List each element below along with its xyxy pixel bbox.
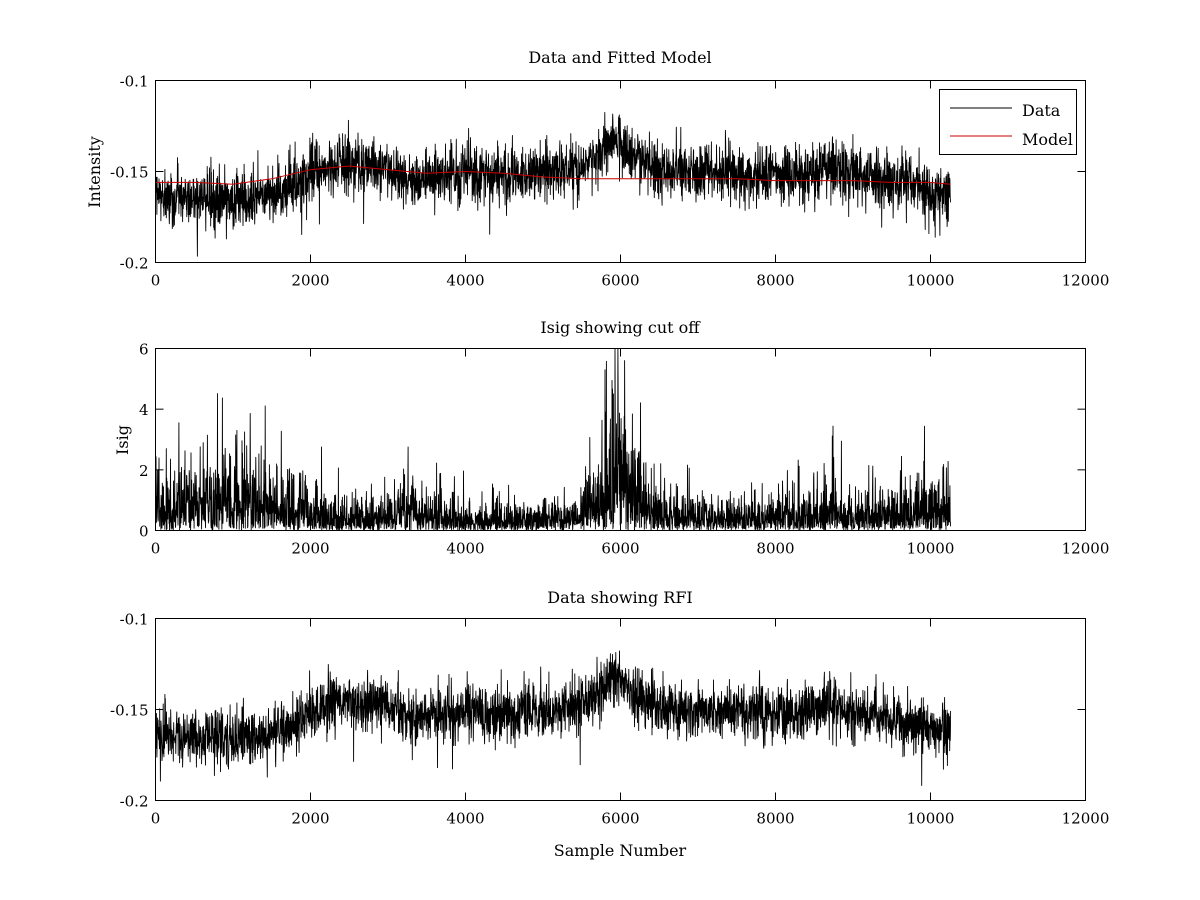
y-tick-label: -0.2 — [120, 255, 149, 273]
x-tick-label: 10000 — [907, 810, 955, 828]
subplot-2-y-ticks: 0 2 4 6 — [139, 341, 1086, 541]
y-tick-label: 2 — [139, 462, 149, 480]
y-tick-label: 4 — [139, 401, 149, 419]
subplot-2-title: Isig showing cut off — [540, 318, 701, 337]
series-model — [155, 165, 951, 185]
subplot-3-xlabel: Sample Number — [554, 841, 687, 860]
x-tick-label: 12000 — [1062, 540, 1110, 558]
x-tick-label: 0 — [151, 540, 161, 558]
x-tick-label: 8000 — [756, 810, 794, 828]
x-tick-label: 2000 — [291, 272, 329, 290]
x-tick-label: 10000 — [907, 540, 955, 558]
y-tick-label: -0.1 — [120, 611, 149, 629]
subplot-1-ylabel: Intensity — [85, 136, 104, 208]
x-tick-label: 6000 — [601, 540, 639, 558]
x-tick-label: 0 — [151, 810, 161, 828]
series-data — [155, 650, 952, 786]
subplot-2-x-ticks: 0 2000 4000 6000 8000 10000 12000 — [151, 348, 1110, 558]
x-tick-label: 4000 — [446, 540, 484, 558]
x-tick-label: 10000 — [907, 272, 955, 290]
subplot-3-y-ticks: -0.2 -0.15 -0.1 — [110, 611, 1086, 811]
subplot-1-y-ticks: -0.2 -0.15 -0.1 — [110, 73, 1086, 273]
x-tick-label: 2000 — [291, 540, 329, 558]
y-tick-label: -0.15 — [110, 702, 148, 720]
subplot-isig-showing-cut-off: Isig showing cut off Isig 0 2000 4000 6000 8… — [113, 318, 1109, 558]
x-tick-label: 12000 — [1062, 272, 1110, 290]
subplot-2-ylabel: Isig — [113, 425, 132, 455]
legend-box — [939, 89, 1077, 155]
subplot-3-x-ticks: 0 2000 4000 6000 8000 10000 12000 — [151, 618, 1110, 828]
x-tick-label: 0 — [151, 272, 161, 290]
legend-label-model: Model — [1022, 130, 1073, 149]
subplot-3-plot-area — [155, 650, 952, 786]
x-tick-label: 2000 — [291, 810, 329, 828]
x-tick-label: 4000 — [446, 810, 484, 828]
y-tick-label: 0 — [139, 523, 149, 541]
y-tick-label: -0.15 — [110, 164, 148, 182]
subplot-3-title: Data showing RFI — [547, 588, 692, 607]
legend-label-data: Data — [1022, 101, 1061, 120]
x-tick-label: 8000 — [756, 272, 794, 290]
x-tick-label: 12000 — [1062, 810, 1110, 828]
subplot-2-plot-area — [155, 348, 952, 531]
x-tick-label: 4000 — [446, 272, 484, 290]
subplot-1-x-ticks: 0 2000 4000 6000 8000 10000 12000 — [151, 80, 1110, 290]
legend: Data Model — [939, 89, 1077, 155]
subplot-data-showing-rfi: Data showing RFI Sample Number 0 2000 4000… — [110, 588, 1109, 860]
subplot-1-title: Data and Fitted Model — [528, 48, 711, 67]
x-tick-label: 6000 — [601, 272, 639, 290]
series-data — [155, 111, 952, 257]
series-isig — [155, 348, 952, 531]
subplot-data-and-fitted-model: Data and Fitted Model Intensity 0 2000 400… — [85, 48, 1109, 290]
x-tick-label: 6000 — [601, 810, 639, 828]
y-tick-label: -0.1 — [120, 73, 149, 91]
y-tick-label: -0.2 — [120, 793, 149, 811]
subplot-1-plot-area — [155, 111, 952, 257]
x-tick-label: 8000 — [756, 540, 794, 558]
y-tick-label: 6 — [139, 341, 149, 359]
